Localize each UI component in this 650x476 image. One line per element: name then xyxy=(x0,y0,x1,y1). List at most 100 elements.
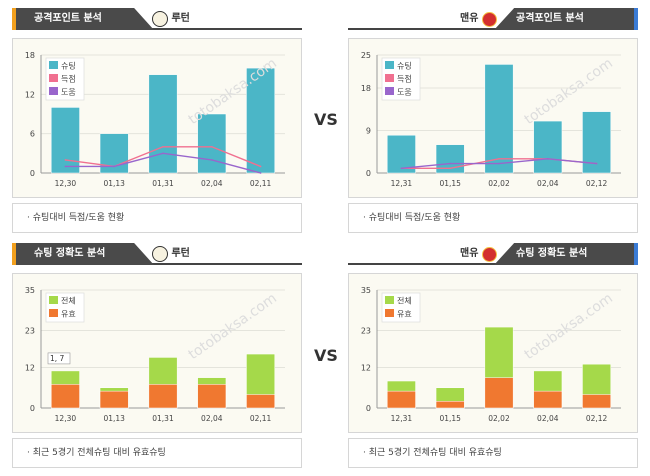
point-도움 xyxy=(400,167,403,170)
x-tick-label: 12,31 xyxy=(391,414,413,423)
legend-label: 전체 xyxy=(397,296,412,306)
legend-label: 도움 xyxy=(397,88,412,97)
point-도움 xyxy=(547,158,549,160)
watermark-text: totobaksa.com xyxy=(186,290,280,363)
tooltip-text: 1, 7 xyxy=(50,354,65,363)
man-utd-crest-icon xyxy=(481,246,497,262)
panel-title: 공격포인트 분석 xyxy=(12,8,154,30)
legend-swatch xyxy=(385,87,394,95)
legend-label: 슈팅 xyxy=(397,61,412,71)
y-tick-label: 0 xyxy=(366,169,371,178)
x-tick-label: 02,11 xyxy=(250,179,272,188)
point-도움 xyxy=(64,165,67,168)
legend-swatch xyxy=(385,296,394,304)
legend-swatch xyxy=(49,87,58,95)
chart-area: 0 12 23 35 12,31 01,15 02,02 02,04 02,12 전체 유효 toto… xyxy=(348,273,638,433)
team-label: 루턴 xyxy=(152,246,190,263)
x-tick-label: 12,30 xyxy=(55,179,77,188)
bar-유효 xyxy=(197,384,227,409)
vs-label-top: VS xyxy=(314,110,338,129)
y-tick-label: 0 xyxy=(30,404,35,413)
point-득점 xyxy=(162,145,164,148)
team-label: 루턴 xyxy=(152,11,190,28)
y-tick-label: 23 xyxy=(25,326,35,335)
legend-label: 유효 xyxy=(397,310,412,319)
legend-label: 전체 xyxy=(61,296,76,306)
bar-유효 xyxy=(246,394,276,409)
point-도움 xyxy=(498,162,500,165)
x-tick-label: 01,15 xyxy=(439,179,461,188)
panel-title: 슈팅 정확도 분석 xyxy=(494,243,638,265)
bar-유효 xyxy=(435,401,465,409)
bar-슈팅 xyxy=(50,107,80,174)
y-tick-label: 0 xyxy=(30,169,35,178)
legend-swatch xyxy=(49,296,58,304)
bar-슈팅 xyxy=(197,113,227,174)
header-rule xyxy=(12,263,302,265)
legend-swatch xyxy=(49,309,58,317)
bar-유효 xyxy=(148,384,178,409)
y-tick-label: 0 xyxy=(366,404,371,413)
panel-title: 공격포인트 분석 xyxy=(494,8,638,30)
x-tick-label: 02,04 xyxy=(201,179,223,188)
bar-슈팅 xyxy=(484,64,514,174)
legend-label: 유효 xyxy=(61,310,76,319)
x-tick-label: 02,02 xyxy=(488,414,510,423)
point-득점 xyxy=(64,159,67,161)
point-득점 xyxy=(211,145,213,148)
header-rule xyxy=(348,28,638,30)
legend-swatch xyxy=(49,74,58,82)
chart-caption: · 슈팅대비 득점/도움 현황 xyxy=(348,203,638,233)
luton-crest-icon xyxy=(152,11,168,27)
x-tick-label: 02,02 xyxy=(488,179,510,188)
bar-슈팅 xyxy=(246,67,276,174)
bar-유효 xyxy=(484,377,514,409)
header-rule xyxy=(12,28,302,30)
attack-points-panel-luton: 공격포인트 분석 루턴 0 6 12 18 12,30 01,13 01,31 02,04 02… xyxy=(12,8,302,233)
y-tick-label: 18 xyxy=(361,84,371,93)
tooltip-box xyxy=(47,352,71,365)
legend-label: 도움 xyxy=(61,88,76,97)
y-tick-label: 35 xyxy=(25,286,35,295)
shot-accuracy-panel-manutd: 슈팅 정확도 분석 맨유 0 12 23 35 12,31 01,15 02,02 02,04… xyxy=(348,243,638,468)
bar-유효 xyxy=(582,394,612,409)
panel-title: 슈팅 정확도 분석 xyxy=(12,243,154,265)
team-label: 맨유 xyxy=(460,11,497,28)
x-tick-label: 01,31 xyxy=(152,414,174,423)
y-tick-label: 6 xyxy=(30,130,35,139)
x-tick-label: 01,13 xyxy=(103,179,125,188)
x-tick-label: 01,31 xyxy=(152,179,174,188)
vs-label-bottom: VS xyxy=(314,346,338,365)
man-utd-crest-icon xyxy=(481,11,497,27)
y-tick-label: 12 xyxy=(25,90,35,99)
point-도움 xyxy=(259,172,262,174)
bar-유효 xyxy=(99,390,129,409)
y-tick-label: 23 xyxy=(361,326,371,335)
chart-area: 0 12 23 35 12,30 01,13 01,31 02,04 02,11 전체 유효 1, 7… xyxy=(12,273,302,433)
legend-swatch xyxy=(49,61,58,69)
bar-유효 xyxy=(386,390,416,409)
bar-슈팅 xyxy=(148,74,178,174)
y-tick-label: 12 xyxy=(25,364,35,373)
team-label: 맨유 xyxy=(460,246,497,263)
y-tick-label: 9 xyxy=(366,127,371,136)
x-tick-label: 01,15 xyxy=(439,414,461,423)
y-tick-label: 35 xyxy=(361,286,371,295)
point-득점 xyxy=(449,167,451,170)
x-tick-label: 12,30 xyxy=(55,414,77,423)
legend-label: 슈팅 xyxy=(61,61,76,71)
bar-유효 xyxy=(533,390,563,409)
luton-crest-icon xyxy=(152,246,168,262)
x-tick-label: 02,04 xyxy=(537,179,559,188)
y-tick-label: 18 xyxy=(25,51,35,60)
x-tick-label: 02,12 xyxy=(586,179,608,188)
chart-area: 0 9 18 25 12,31 01,15 02,02 02,04 02,12 슈팅 득점 도움 tot… xyxy=(348,38,638,198)
point-득점 xyxy=(259,165,262,168)
point-도움 xyxy=(449,162,451,165)
